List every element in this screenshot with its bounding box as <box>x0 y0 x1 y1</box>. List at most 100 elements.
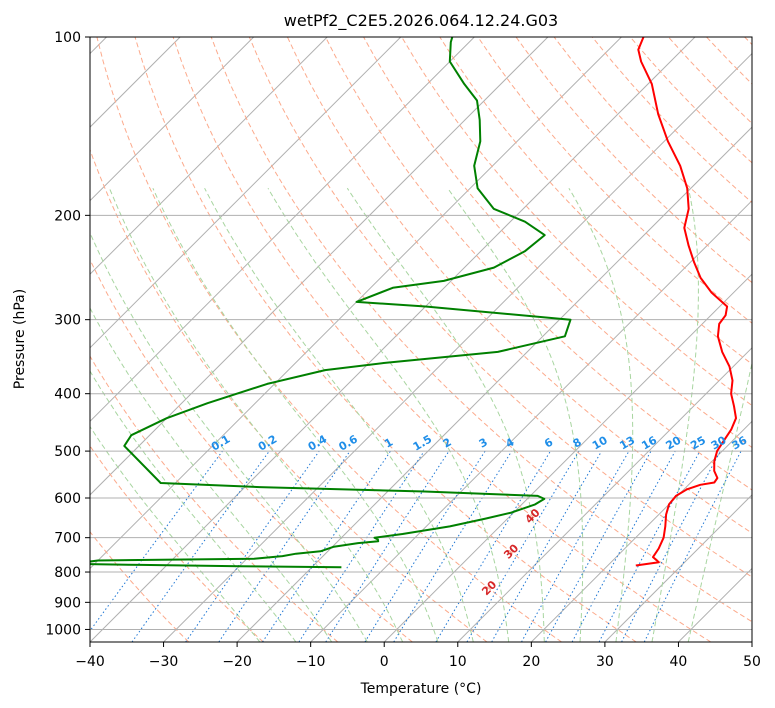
x-tick-label: 0 <box>380 654 389 670</box>
isotherm-line <box>383 273 752 642</box>
dry-adiabat-line <box>401 37 752 407</box>
dry-adiabat-line <box>668 37 752 125</box>
dewpoint-line <box>90 37 572 569</box>
dry-adiabat-line <box>90 445 264 642</box>
mixing-ratio-line <box>571 450 676 642</box>
mixing-ratio-label: 0.4 <box>306 432 330 453</box>
x-axis-label: Temperature (°C) <box>360 681 482 697</box>
isotherm-line <box>90 37 402 349</box>
moist-adiabat-line <box>267 187 510 642</box>
moist-adiabat-line <box>687 360 752 642</box>
x-tick-label: −40 <box>75 654 105 670</box>
isotherm-line <box>530 420 752 642</box>
mixing-ratio-label: 25 <box>688 434 708 453</box>
y-axis-ticks: 100 200 300 400 500 600 700 800 900 1000 <box>45 30 90 638</box>
background-lines <box>90 37 752 642</box>
y-tick-label: 700 <box>54 531 81 547</box>
x-tick-label: 30 <box>596 654 614 670</box>
isotherm-line <box>90 37 328 275</box>
dry-adiabat-line <box>90 531 190 642</box>
dry-adiabat-line <box>210 37 752 623</box>
y-axis-label: Pressure (hPa) <box>12 289 28 389</box>
x-tick-label: 10 <box>449 654 467 670</box>
mixing-ratio-label: 1 <box>382 436 395 451</box>
isotherm-line <box>604 494 752 642</box>
plot-frame <box>89 36 753 643</box>
dry-adiabat-line <box>134 37 637 642</box>
dry-adiabat-label: 40 <box>523 506 543 526</box>
moist-adiabat-line <box>90 425 261 642</box>
mixing-ratio-line <box>262 450 391 642</box>
mixing-ratio-line <box>185 450 320 642</box>
mixing-ratio-label: 10 <box>590 433 610 452</box>
dry-adiabat-line <box>248 37 752 578</box>
dry-adiabat-label: 20 <box>479 578 499 598</box>
mixing-ratio-line <box>545 450 652 642</box>
mixing-ratio-line <box>131 450 270 642</box>
x-axis-ticks: −40 −30 −20 −10 0 10 20 30 40 50 <box>75 642 761 670</box>
y-tick-label: 600 <box>54 491 81 507</box>
y-tick-label: 400 <box>54 387 81 403</box>
x-tick-label: 50 <box>743 654 761 670</box>
mixing-ratio-line <box>218 450 351 642</box>
dry-adiabat-line <box>591 37 752 204</box>
y-tick-label: 800 <box>54 565 81 581</box>
dry-adiabat-line <box>90 258 413 642</box>
moist-adiabat-line <box>204 187 474 642</box>
x-tick-label: 20 <box>522 654 540 670</box>
dry-adiabat-line <box>90 355 339 642</box>
isotherm-line <box>163 52 752 642</box>
mixing-ratio-label: 0.2 <box>256 433 279 454</box>
mixing-ratio-line <box>325 450 450 642</box>
isotherm-line <box>90 37 475 423</box>
isotherm-line <box>90 37 696 642</box>
dry-adiabat-line <box>325 37 752 491</box>
dry-adiabat-line <box>477 37 752 324</box>
mixing-ratio-line <box>598 450 701 642</box>
mixing-ratio-label: 36 <box>729 433 749 452</box>
moist-adiabat-line <box>568 187 634 642</box>
mixing-ratio-label: 3 <box>477 436 490 451</box>
dry-adiabat-label: 30 <box>501 541 521 561</box>
isotherm-line <box>90 37 255 202</box>
mixing-ratio-label: 6 <box>542 435 555 450</box>
mixing-ratio-line <box>521 450 630 642</box>
mixing-ratio-label: 16 <box>639 433 659 452</box>
mixing-ratio-label: 0.6 <box>337 432 361 453</box>
x-tick-label: −20 <box>222 654 252 670</box>
isotherm-line <box>90 37 622 570</box>
x-tick-label: −30 <box>149 654 179 670</box>
dry-adiabat-line <box>439 37 752 365</box>
dry-adiabat-line <box>90 148 488 642</box>
isobar-gridlines <box>90 37 752 630</box>
dry-adiabat-line <box>172 37 712 642</box>
y-tick-label: 100 <box>54 30 81 46</box>
profile-lines <box>90 37 737 569</box>
mixing-ratio-line <box>298 450 425 642</box>
x-tick-label: 40 <box>670 654 688 670</box>
dry-adiabat-line <box>515 37 752 284</box>
moist-adiabat-line <box>152 187 439 642</box>
mixing-ratio-line <box>90 450 223 632</box>
moist-adiabat-line <box>108 188 404 642</box>
temperature-line <box>635 37 737 567</box>
mixing-ratio-line <box>621 450 721 642</box>
moist-adiabat-line <box>346 187 545 642</box>
x-tick-label: −10 <box>296 654 326 670</box>
isotherm-line <box>751 641 752 642</box>
y-tick-label: 300 <box>54 313 81 329</box>
dry-adiabat-line <box>629 37 752 164</box>
moist-adiabat-line <box>90 307 333 642</box>
y-tick-label: 500 <box>54 444 81 460</box>
dry-adiabat-line <box>96 37 562 642</box>
moist-adiabat-line <box>90 231 368 642</box>
isotherm-line <box>90 37 549 496</box>
moist-adiabat-line <box>651 188 699 642</box>
mixing-ratio-label: 1.5 <box>411 433 434 454</box>
isotherm-line <box>236 126 752 642</box>
mixing-ratio-line <box>435 450 551 642</box>
mixing-ratio-line <box>643 450 742 642</box>
y-tick-label: 200 <box>54 208 81 224</box>
y-tick-label: 900 <box>54 595 81 611</box>
dry-adiabat-line <box>744 37 752 46</box>
